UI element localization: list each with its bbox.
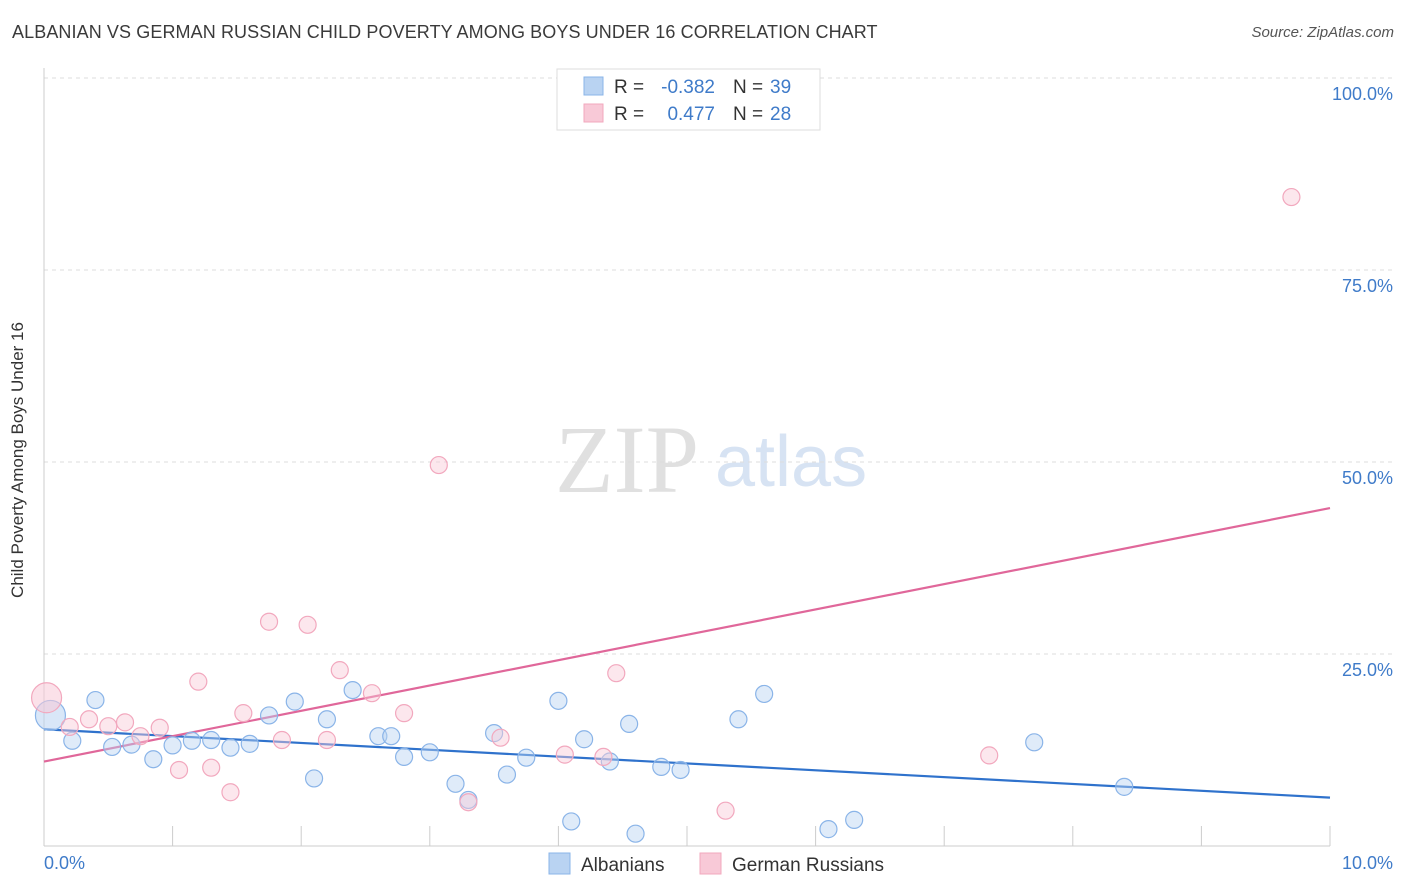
albanians-point (819, 820, 838, 839)
albanians-point (202, 730, 221, 750)
german-russians-point (60, 717, 79, 737)
series-legend: Albanians German Russians (548, 852, 884, 876)
albanians-point (394, 747, 414, 767)
german-russians-point (99, 717, 118, 736)
german-russians-point (30, 682, 63, 714)
german-russians-point (79, 710, 99, 729)
german-russians-point (362, 684, 382, 703)
albanians-point (240, 734, 259, 753)
german-russians-point (259, 612, 279, 631)
albanians-point (517, 748, 536, 767)
german-russians-point (115, 713, 135, 732)
series-legend-swatch (699, 852, 722, 875)
stats-n-label: N = (733, 77, 763, 98)
source-credit: Source: ZipAtlas.com (1251, 24, 1394, 41)
y-tick-label: 50.0% (1342, 468, 1393, 488)
stats-n-value: 39 (770, 77, 791, 98)
german-russians-point (394, 704, 414, 723)
y-tick-label: 75.0% (1342, 276, 1393, 296)
stats-r-label: R = (614, 77, 644, 98)
albanians-point (1025, 733, 1044, 752)
trend-line (43, 507, 1331, 763)
x-tick-label-min: 0.0% (44, 853, 85, 873)
albanians-point (63, 731, 82, 750)
y-tick-label: 25.0% (1342, 660, 1393, 680)
albanians-point (103, 737, 122, 757)
albanians-point (845, 810, 864, 829)
chart-title: ALBANIAN VS GERMAN RUSSIAN CHILD POVERTY… (12, 22, 878, 42)
series-legend-label: Albanians (581, 855, 664, 876)
german-russians-point (459, 793, 478, 812)
albanians-point (575, 730, 594, 749)
albanians-point (420, 743, 439, 762)
german-russians-point (491, 728, 510, 747)
stats-r-value: 0.477 (667, 104, 715, 125)
albanians-point (626, 824, 645, 843)
german-russians-point (1282, 187, 1301, 207)
albanians-point (620, 714, 639, 733)
albanians-point (163, 736, 182, 755)
albanians-point (285, 692, 304, 711)
albanians-point (1115, 777, 1134, 796)
albanians-point (497, 765, 517, 784)
german-russians-point (202, 758, 221, 777)
german-russians-point (298, 615, 317, 634)
german-russians-point (555, 745, 574, 764)
german-russians-point (330, 661, 349, 680)
albanians-point (755, 684, 774, 704)
german-russians-point (169, 760, 189, 780)
y-tick-label: 100.0% (1332, 84, 1393, 104)
german-russians-point (317, 730, 337, 750)
albanians-point (182, 731, 201, 750)
albanians-point (729, 710, 748, 729)
albanians-point (86, 690, 105, 710)
german-russians-point (594, 747, 613, 767)
stats-n-label: N = (733, 104, 763, 125)
german-russians-point (980, 746, 999, 765)
stats-n-value: 28 (770, 104, 791, 125)
german-russians-point (234, 704, 253, 723)
stats-legend-swatch (583, 103, 604, 123)
data-points (30, 187, 1301, 843)
albanians-point (221, 738, 240, 757)
german-russians-point (272, 730, 292, 750)
albanians-point (317, 710, 337, 729)
albanians-point (671, 760, 690, 780)
albanians-point (144, 750, 163, 769)
albanians-point (304, 769, 324, 788)
albanians-point (343, 680, 362, 700)
german-russians-point (429, 455, 448, 475)
grid-lines (44, 77, 1394, 655)
german-russians-point (150, 718, 169, 737)
watermark: ZIP atlas (555, 406, 867, 513)
axes: 25.0% 50.0% 75.0% 100.0% 0.0% 10.0% (43, 68, 1393, 873)
german-russians-point (716, 801, 735, 820)
albanians-point (562, 812, 581, 831)
albanians-point (382, 727, 401, 746)
stats-legend: R = -0.382 N = 39 R = 0.477 N = 28 (556, 68, 821, 131)
german-russians-point (131, 727, 150, 746)
german-russians-point (189, 672, 208, 691)
albanians-point (369, 727, 388, 746)
german-russians-point (221, 783, 240, 802)
series-legend-swatch (548, 852, 571, 875)
albanians-point (549, 691, 568, 710)
albanians-point (652, 757, 671, 776)
watermark-zip: ZIP (555, 406, 699, 513)
trend-lines (43, 507, 1331, 799)
stats-r-label: R = (614, 104, 644, 125)
stats-legend-swatch (583, 76, 604, 96)
x-tick-label-max: 10.0% (1342, 853, 1393, 873)
german-russians-point (607, 664, 626, 683)
stats-r-value: -0.382 (661, 77, 715, 98)
series-legend-label: German Russians (732, 855, 884, 876)
albanians-point (259, 706, 279, 725)
albanians-point (446, 774, 465, 793)
